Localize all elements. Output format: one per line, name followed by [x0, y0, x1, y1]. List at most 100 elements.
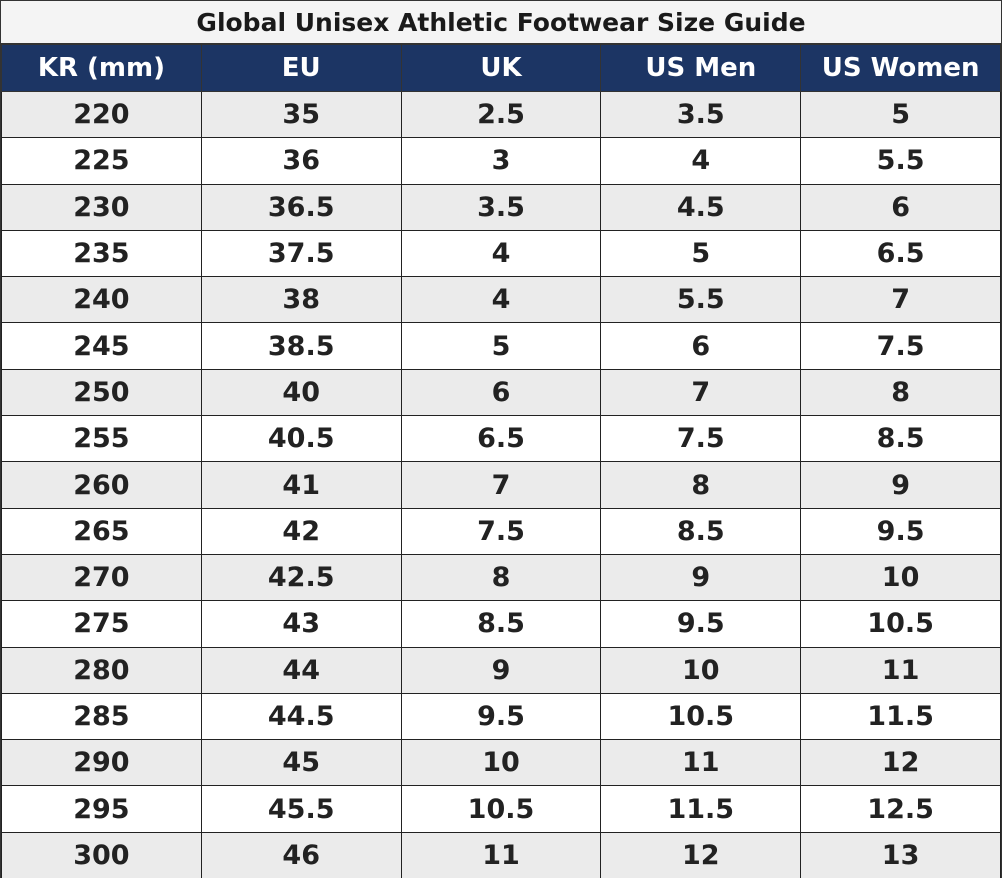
table-cell: 8.5 — [400, 600, 602, 648]
table-body: 220 35 2.5 3.5 5 225 36 3 4 5.5 230 36.5 3.5 4.5 6 235 3… — [1, 90, 1001, 878]
size-table: KR (mm) EU UK US Men US Women 220 35 2.5 3.5 5 22… — [1, 44, 1001, 878]
table-cell: 255 — [1, 415, 202, 463]
table-cell: 235 — [1, 229, 202, 278]
table-row: 255 40.5 6.5 7.5 8.5 — [1, 415, 1001, 463]
table-row: 265 42 7.5 8.5 9.5 — [1, 507, 1001, 555]
table-row: 220 35 2.5 3.5 5 — [1, 90, 1001, 139]
table-row: 250 40 6 7 8 — [1, 368, 1001, 417]
table-cell: 300 — [1, 831, 202, 878]
table-cell: 12 — [600, 831, 802, 878]
table-cell: 3 — [400, 137, 602, 185]
table-cell: 7 — [400, 461, 602, 509]
table-cell: 42 — [200, 507, 402, 555]
table-cell: 8 — [400, 553, 602, 602]
table-cell: 8.5 — [600, 507, 802, 555]
table-cell: 10.5 — [600, 692, 802, 741]
table-cell: 44 — [200, 646, 402, 694]
table-row: 240 38 4 5.5 7 — [1, 276, 1001, 324]
table-row: 280 44 9 10 11 — [1, 646, 1001, 694]
table-cell: 275 — [1, 600, 202, 648]
table-cell: 7 — [800, 276, 1001, 324]
table-cell: 260 — [1, 461, 202, 509]
table-cell: 46 — [200, 831, 402, 878]
table-cell: 250 — [1, 368, 202, 417]
table-cell: 220 — [1, 90, 202, 139]
table-cell: 12 — [800, 739, 1001, 787]
table-cell: 11 — [800, 646, 1001, 694]
table-cell: 9 — [600, 553, 802, 602]
table-cell: 245 — [1, 322, 202, 370]
table-cell: 6.5 — [800, 229, 1001, 278]
table-row: 290 45 10 11 12 — [1, 739, 1001, 787]
table-row: 285 44.5 9.5 10.5 11.5 — [1, 692, 1001, 741]
table-row: 300 46 11 12 13 — [1, 831, 1001, 878]
table-cell: 290 — [1, 739, 202, 787]
table-cell: 35 — [200, 90, 402, 139]
table-cell: 285 — [1, 692, 202, 741]
table-cell: 42.5 — [200, 553, 402, 602]
title: Global Unisex Athletic Footwear Size Gui… — [1, 1, 1001, 44]
table-cell: 9.5 — [400, 692, 602, 741]
table-row: 245 38.5 5 6 7.5 — [1, 322, 1001, 370]
table-cell: 7.5 — [400, 507, 602, 555]
column-header: US Men — [600, 44, 802, 92]
table-cell: 280 — [1, 646, 202, 694]
table-cell: 6 — [600, 322, 802, 370]
table-cell: 10 — [800, 553, 1001, 602]
table-cell: 5 — [400, 322, 602, 370]
table-cell: 43 — [200, 600, 402, 648]
column-header: UK — [400, 44, 602, 92]
table-cell: 11.5 — [600, 785, 802, 833]
table-cell: 5.5 — [800, 137, 1001, 185]
table-row: 230 36.5 3.5 4.5 6 — [1, 183, 1001, 231]
table-cell: 4 — [400, 276, 602, 324]
table-cell: 38.5 — [200, 322, 402, 370]
column-header: US Women — [800, 44, 1001, 92]
table-cell: 5.5 — [600, 276, 802, 324]
table-cell: 36 — [200, 137, 402, 185]
table-cell: 10.5 — [400, 785, 602, 833]
column-header: KR (mm) — [1, 44, 202, 92]
table-cell: 8.5 — [800, 415, 1001, 463]
table-cell: 270 — [1, 553, 202, 602]
table-cell: 4 — [600, 137, 802, 185]
table-row: 270 42.5 8 9 10 — [1, 553, 1001, 602]
table-cell: 10 — [600, 646, 802, 694]
table-cell: 6.5 — [400, 415, 602, 463]
table-cell: 8 — [600, 461, 802, 509]
table-cell: 265 — [1, 507, 202, 555]
column-header: EU — [200, 44, 402, 92]
table-cell: 40 — [200, 368, 402, 417]
table-cell: 38 — [200, 276, 402, 324]
table-row: 225 36 3 4 5.5 — [1, 137, 1001, 185]
table-cell: 2.5 — [400, 90, 602, 139]
table-cell: 12.5 — [800, 785, 1001, 833]
table-row: 235 37.5 4 5 6.5 — [1, 229, 1001, 278]
table-cell: 10.5 — [800, 600, 1001, 648]
table-cell: 45.5 — [200, 785, 402, 833]
table-cell: 3.5 — [400, 183, 602, 231]
table-cell: 7 — [600, 368, 802, 417]
table-cell: 11 — [600, 739, 802, 787]
table-row: 295 45.5 10.5 11.5 12.5 — [1, 785, 1001, 833]
table-cell: 40.5 — [200, 415, 402, 463]
table-cell: 10 — [400, 739, 602, 787]
table-cell: 5 — [600, 229, 802, 278]
table-cell: 9.5 — [600, 600, 802, 648]
table-cell: 36.5 — [200, 183, 402, 231]
table-cell: 4 — [400, 229, 602, 278]
table-cell: 230 — [1, 183, 202, 231]
header-row: KR (mm) EU UK US Men US Women — [1, 44, 1001, 92]
table-cell: 240 — [1, 276, 202, 324]
table-cell: 295 — [1, 785, 202, 833]
table-cell: 45 — [200, 739, 402, 787]
table-cell: 6 — [400, 368, 602, 417]
table-cell: 9.5 — [800, 507, 1001, 555]
table-cell: 13 — [800, 831, 1001, 878]
table-cell: 5 — [800, 90, 1001, 139]
table-cell: 4.5 — [600, 183, 802, 231]
table-cell: 6 — [800, 183, 1001, 231]
table-cell: 11.5 — [800, 692, 1001, 741]
table-cell: 225 — [1, 137, 202, 185]
table-cell: 41 — [200, 461, 402, 509]
